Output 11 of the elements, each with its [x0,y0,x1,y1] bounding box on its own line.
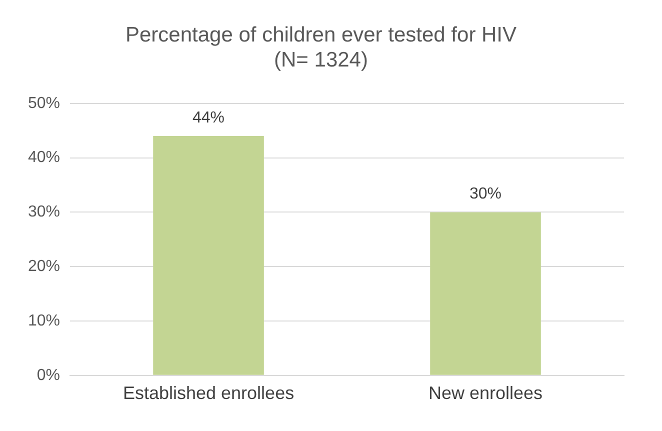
x-tick-label: New enrollees [428,383,543,404]
data-label: 44% [192,109,225,126]
y-tick-label: 40% [28,149,60,166]
y-tick-label: 30% [28,204,60,221]
y-tick-label: 10% [28,312,60,330]
y-tick-label: 50% [28,94,60,112]
y-tick-label: 20% [28,258,60,276]
chart-title: Percentage of children ever tested for HIV (N= 1324) [125,23,517,72]
data-label: 30% [469,186,502,203]
y-tick-label: 0% [36,366,60,384]
x-tick-label: Established enrollees [122,383,294,404]
